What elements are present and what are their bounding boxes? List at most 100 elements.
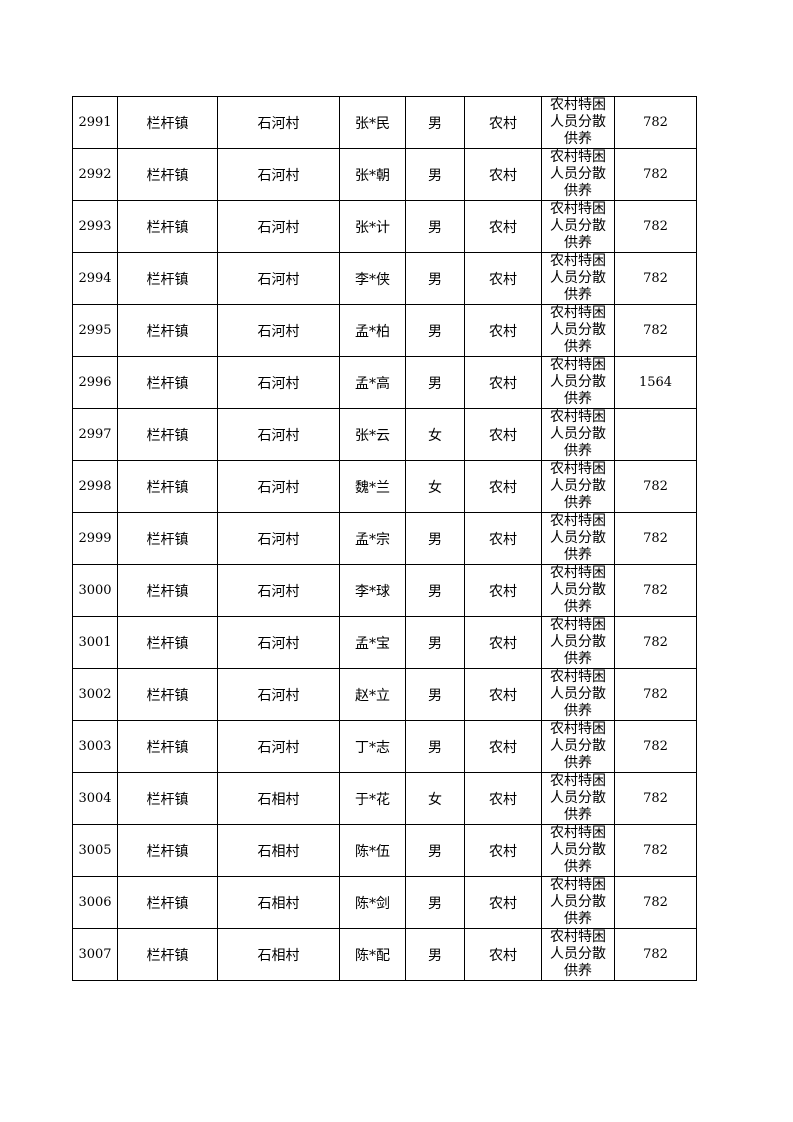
support-type-cell: 农村特困人员分散供养 xyxy=(541,200,615,253)
gender: 男 xyxy=(405,616,465,669)
household-type: 农村 xyxy=(464,564,542,617)
support-type: 农村特困人员分散供养 xyxy=(550,669,606,720)
support-type: 农村特困人员分散供养 xyxy=(550,721,606,772)
support-type: 农村特困人员分散供养 xyxy=(550,305,606,356)
gender: 男 xyxy=(405,564,465,617)
village: 石河村 xyxy=(217,668,340,721)
person-name: 陈*剑 xyxy=(339,876,406,929)
support-type-cell: 农村特困人员分散供养 xyxy=(541,772,615,825)
gender: 男 xyxy=(405,148,465,201)
gender: 男 xyxy=(405,356,465,409)
gender: 男 xyxy=(405,304,465,357)
table-row: 2995 栏杆镇 石河村 孟*柏男农村 农村特困人员分散供养 782 xyxy=(72,304,697,357)
support-type-cell: 农村特困人员分散供养 xyxy=(541,668,615,721)
town: 栏杆镇 xyxy=(117,460,218,513)
person-name: 张*计 xyxy=(339,200,406,253)
support-type-cell: 农村特困人员分散供养 xyxy=(541,616,615,669)
support-type: 农村特困人员分散供养 xyxy=(550,877,606,928)
gender: 男 xyxy=(405,928,465,981)
household-type: 农村 xyxy=(464,408,542,461)
table-row: 2991 栏杆镇 石河村 张*民男农村 农村特困人员分散供养 782 xyxy=(72,96,697,149)
table-row: 2996 栏杆镇 石河村 孟*高男农村 农村特困人员分散供养 1564 xyxy=(72,356,697,409)
support-type-cell: 农村特困人员分散供养 xyxy=(541,512,615,565)
household-type: 农村 xyxy=(464,200,542,253)
village: 石河村 xyxy=(217,408,340,461)
row-number: 3005 xyxy=(72,824,118,877)
person-name: 陈*配 xyxy=(339,928,406,981)
amount: 782 xyxy=(614,928,697,981)
person-name: 孟*高 xyxy=(339,356,406,409)
town: 栏杆镇 xyxy=(117,772,218,825)
gender: 男 xyxy=(405,252,465,305)
support-type-cell: 农村特困人员分散供养 xyxy=(541,96,615,149)
table-row: 2992 栏杆镇 石河村 张*朝男农村 农村特困人员分散供养 782 xyxy=(72,148,697,201)
row-number: 3007 xyxy=(72,928,118,981)
town: 栏杆镇 xyxy=(117,200,218,253)
household-type: 农村 xyxy=(464,96,542,149)
gender: 男 xyxy=(405,824,465,877)
support-type-cell: 农村特困人员分散供养 xyxy=(541,356,615,409)
amount: 782 xyxy=(614,200,697,253)
village: 石河村 xyxy=(217,200,340,253)
row-number: 2995 xyxy=(72,304,118,357)
household-type: 农村 xyxy=(464,668,542,721)
household-type: 农村 xyxy=(464,772,542,825)
village: 石相村 xyxy=(217,876,340,929)
town: 栏杆镇 xyxy=(117,928,218,981)
row-number: 3004 xyxy=(72,772,118,825)
table-row: 3003 栏杆镇 石河村 丁*志男农村 农村特困人员分散供养 782 xyxy=(72,720,697,773)
person-name: 李*侠 xyxy=(339,252,406,305)
town: 栏杆镇 xyxy=(117,876,218,929)
table-row: 2994 栏杆镇 石河村 李*侠男农村 农村特困人员分散供养 782 xyxy=(72,252,697,305)
town: 栏杆镇 xyxy=(117,616,218,669)
person-name: 丁*志 xyxy=(339,720,406,773)
support-type-cell: 农村特困人员分散供养 xyxy=(541,304,615,357)
support-type-cell: 农村特困人员分散供养 xyxy=(541,408,615,461)
person-name: 魏*兰 xyxy=(339,460,406,513)
support-type-cell: 农村特困人员分散供养 xyxy=(541,824,615,877)
table-row: 3005 栏杆镇 石相村 陈*伍男农村 农村特困人员分散供养 782 xyxy=(72,824,697,877)
support-type: 农村特困人员分散供养 xyxy=(550,253,606,304)
person-name: 陈*伍 xyxy=(339,824,406,877)
village: 石河村 xyxy=(217,304,340,357)
town: 栏杆镇 xyxy=(117,304,218,357)
support-type-cell: 农村特困人员分散供养 xyxy=(541,148,615,201)
support-type: 农村特困人员分散供养 xyxy=(550,773,606,824)
support-type: 农村特困人员分散供养 xyxy=(550,929,606,980)
person-name: 张*云 xyxy=(339,408,406,461)
gender: 女 xyxy=(405,408,465,461)
table-row: 3006 栏杆镇 石相村 陈*剑男农村 农村特困人员分散供养 782 xyxy=(72,876,697,929)
person-name: 张*朝 xyxy=(339,148,406,201)
amount: 782 xyxy=(614,876,697,929)
person-name: 李*球 xyxy=(339,564,406,617)
gender: 男 xyxy=(405,200,465,253)
support-type: 农村特困人员分散供养 xyxy=(550,149,606,200)
row-number: 2991 xyxy=(72,96,118,149)
village: 石河村 xyxy=(217,564,340,617)
table-row: 2998 栏杆镇 石河村 魏*兰女农村 农村特困人员分散供养 782 xyxy=(72,460,697,513)
amount: 782 xyxy=(614,96,697,149)
row-number: 3001 xyxy=(72,616,118,669)
person-name: 孟*宗 xyxy=(339,512,406,565)
village: 石河村 xyxy=(217,356,340,409)
household-type: 农村 xyxy=(464,616,542,669)
village: 石相村 xyxy=(217,824,340,877)
town: 栏杆镇 xyxy=(117,96,218,149)
support-type: 农村特困人员分散供养 xyxy=(550,513,606,564)
household-type: 农村 xyxy=(464,252,542,305)
amount: 782 xyxy=(614,304,697,357)
village: 石河村 xyxy=(217,720,340,773)
village: 石河村 xyxy=(217,616,340,669)
amount: 782 xyxy=(614,512,697,565)
row-number: 3002 xyxy=(72,668,118,721)
support-type-cell: 农村特困人员分散供养 xyxy=(541,564,615,617)
village: 石相村 xyxy=(217,772,340,825)
person-name: 孟*柏 xyxy=(339,304,406,357)
amount: 782 xyxy=(614,148,697,201)
town: 栏杆镇 xyxy=(117,356,218,409)
row-number: 3000 xyxy=(72,564,118,617)
person-name: 赵*立 xyxy=(339,668,406,721)
amount: 782 xyxy=(614,720,697,773)
person-name: 孟*宝 xyxy=(339,616,406,669)
amount: 782 xyxy=(614,668,697,721)
